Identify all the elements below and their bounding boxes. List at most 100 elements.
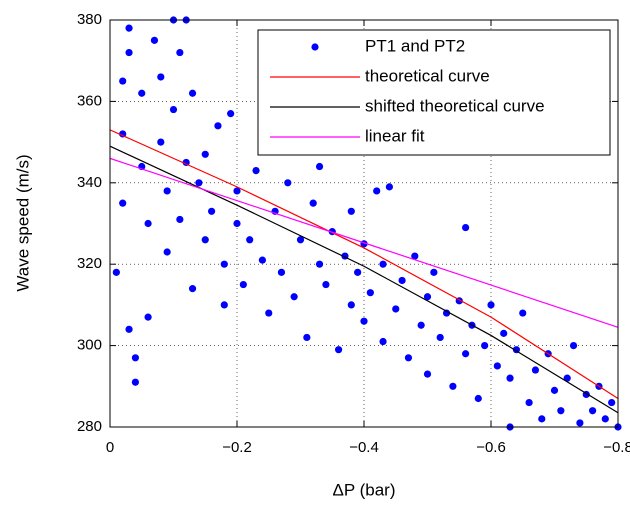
y-tick-label: 280 [77, 418, 102, 435]
data-point [125, 325, 133, 333]
data-point [119, 199, 127, 207]
data-point [550, 386, 559, 394]
data-point [417, 321, 425, 329]
data-point [315, 162, 324, 171]
data-point [112, 268, 120, 276]
data-point [119, 77, 127, 85]
data-point [220, 301, 228, 309]
data-point [163, 187, 171, 195]
data-point [125, 24, 133, 32]
data-point [531, 366, 540, 374]
line [109, 157, 619, 328]
data-point [423, 293, 432, 301]
data-point [379, 337, 387, 346]
data-point [525, 398, 533, 407]
data-point [309, 199, 317, 207]
data-point [201, 150, 209, 158]
data-point [176, 48, 184, 57]
data-point [303, 333, 311, 342]
data-point [208, 207, 216, 215]
y-tick-label: 360 [77, 92, 102, 109]
data-point [201, 236, 209, 244]
legend-label: theoretical curve [365, 66, 490, 85]
data-point [157, 73, 165, 81]
data-point [131, 354, 139, 362]
data-point [347, 207, 355, 215]
data-point [258, 256, 266, 264]
data-point [601, 415, 609, 423]
data-point [169, 105, 178, 114]
y-tick-label: 380 [77, 11, 102, 28]
data-point [436, 333, 444, 342]
data-point [277, 268, 286, 276]
data-point [227, 110, 235, 118]
data-point [246, 236, 254, 244]
data-point [144, 313, 152, 321]
data-point [392, 305, 400, 313]
data-point [493, 362, 501, 370]
data-point [538, 415, 546, 423]
line [109, 129, 619, 400]
y-axis-label: Wave speed (m/s) [13, 154, 32, 291]
x-tick-label: −0.8 [603, 439, 630, 456]
data-point [252, 166, 260, 175]
data-point [379, 260, 387, 268]
legend-label: shifted theoretical curve [365, 96, 545, 115]
legend-box [257, 29, 611, 156]
data-point [519, 309, 527, 317]
legend-marker [311, 43, 319, 51]
data-point [315, 260, 324, 268]
data-point [125, 48, 133, 57]
data-point [265, 309, 273, 317]
data-point [347, 301, 355, 309]
data-point [557, 407, 565, 415]
data-point [366, 289, 374, 297]
legend-label: PT1 and PT2 [365, 36, 465, 55]
x-axis-label: ΔP (bar) [332, 480, 395, 499]
data-point [296, 236, 305, 244]
y-tick-label: 300 [77, 337, 102, 354]
data-point [569, 342, 578, 350]
data-point [474, 394, 482, 403]
data-point [385, 183, 393, 191]
data-point [398, 276, 406, 285]
data-point [188, 285, 197, 293]
y-tick-label: 320 [77, 255, 102, 272]
data-point [563, 374, 571, 382]
data-point [176, 215, 184, 224]
data-point [462, 223, 470, 232]
line [109, 145, 619, 414]
data-point [239, 280, 247, 289]
data-point [411, 252, 419, 260]
data-point [150, 36, 159, 44]
data-point [487, 301, 495, 309]
data-point [608, 398, 616, 407]
y-tick-label: 340 [77, 174, 102, 191]
data-point [576, 419, 584, 427]
data-point [138, 89, 146, 97]
data-point [360, 317, 368, 325]
data-point [335, 346, 343, 354]
data-point [163, 248, 171, 256]
data-point [481, 342, 489, 350]
x-tick-label: 0 [106, 439, 114, 456]
data-point [500, 329, 508, 337]
data-point [462, 350, 470, 358]
data-point [404, 354, 413, 362]
data-point [506, 374, 514, 382]
data-point [131, 378, 139, 386]
x-tick-label: −0.4 [349, 439, 379, 456]
legend-label: linear fit [365, 126, 425, 145]
data-point [284, 179, 292, 187]
data-point [442, 309, 451, 317]
data-point [322, 280, 330, 289]
x-tick-label: −0.6 [476, 439, 506, 456]
data-point [373, 187, 381, 195]
plot-frame [109, 19, 619, 428]
data-point [233, 219, 241, 228]
data-point [195, 179, 203, 187]
data-point [220, 260, 228, 268]
data-point [157, 138, 165, 146]
data-point [233, 187, 241, 195]
